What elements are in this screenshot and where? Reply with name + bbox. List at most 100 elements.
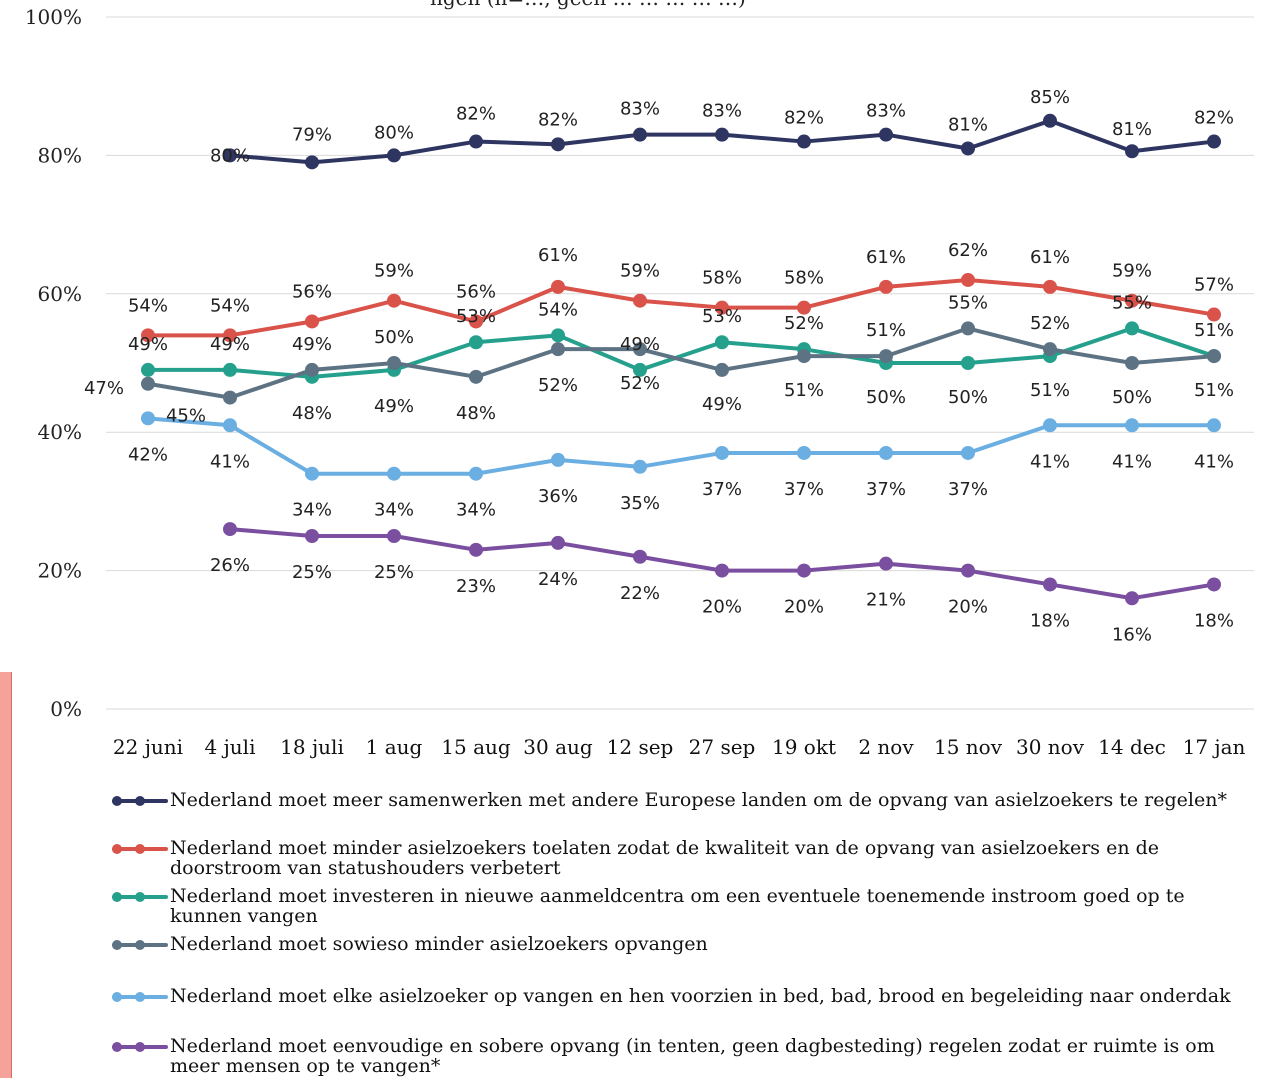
data-label: 82% — [456, 104, 496, 125]
data-label: 80% — [210, 145, 250, 166]
data-label: 48% — [292, 403, 332, 424]
side-accent-bar — [0, 672, 12, 1078]
data-point — [1043, 418, 1057, 433]
data-label: 51% — [866, 320, 906, 341]
data-point — [797, 134, 811, 149]
x-tick-label: 15 aug — [441, 735, 511, 759]
data-point — [715, 127, 729, 142]
data-label: 83% — [702, 101, 742, 122]
series-line — [147, 326, 1215, 400]
series-line — [148, 277, 1215, 338]
data-point — [797, 445, 811, 460]
data-label: 59% — [1112, 261, 1152, 282]
data-label: 52% — [538, 375, 578, 396]
legend-item: Nederland moet meer samenwerken met ande… — [112, 790, 1262, 810]
data-label: 82% — [1194, 108, 1234, 129]
data-label: 42% — [128, 444, 168, 465]
data-point — [1125, 591, 1139, 606]
data-label: 35% — [620, 493, 660, 514]
legend-item: Nederland moet sowieso minder asielzoeke… — [112, 934, 1262, 954]
data-point — [797, 300, 811, 315]
legend-label: Nederland moet meer samenwerken met ande… — [170, 789, 1227, 811]
data-label: 49% — [620, 334, 660, 355]
data-point — [633, 362, 647, 377]
series-4 — [141, 321, 1221, 405]
data-label: 45% — [166, 406, 206, 427]
data-point — [1125, 321, 1139, 336]
data-point — [879, 445, 893, 460]
data-label: 34% — [374, 500, 414, 521]
data-point — [223, 390, 237, 405]
data-point — [223, 328, 237, 343]
data-label: 57% — [1194, 275, 1234, 296]
legend-swatch-icon — [112, 844, 168, 854]
data-point — [469, 314, 483, 329]
data-point — [1125, 356, 1139, 370]
data-point — [223, 418, 237, 433]
data-point — [715, 445, 729, 460]
data-label: 56% — [292, 281, 332, 302]
data-point — [879, 556, 893, 571]
data-point — [1125, 418, 1139, 433]
data-point — [633, 342, 647, 357]
data-label: 34% — [456, 500, 496, 521]
data-label: 16% — [1112, 624, 1152, 645]
data-label: 18% — [1194, 610, 1234, 631]
data-label: 61% — [538, 245, 578, 266]
data-label: 85% — [1030, 87, 1070, 108]
data-point — [879, 349, 893, 364]
x-tick-label: 27 sep — [689, 735, 756, 759]
data-label: 54% — [128, 295, 168, 316]
data-label: 53% — [456, 306, 496, 327]
y-tick-label: 60% — [38, 282, 82, 306]
data-point — [387, 529, 401, 543]
data-label: 20% — [702, 597, 742, 618]
data-label: 51% — [1030, 380, 1070, 401]
data-label: 58% — [784, 268, 824, 289]
data-label: 82% — [538, 109, 578, 130]
data-label: 20% — [948, 597, 988, 618]
x-tick-label: 18 juli — [280, 735, 344, 759]
gridlines — [106, 16, 1254, 710]
legend-label: Nederland moet elke asielzoeker op vange… — [170, 985, 1231, 1007]
x-tick-label: 15 nov — [934, 735, 1003, 759]
data-point — [305, 466, 319, 481]
x-axis: 22 juni 4 juli 18 juli 1 aug 15 aug 30 aug 12 … — [113, 735, 1246, 759]
line-chart: 0% 20% 40% 60% 80% 100% 22 juni 4 juli 18 juli 1… — [25, 5, 1254, 759]
data-label: 21% — [866, 590, 906, 611]
data-label: 41% — [1194, 451, 1234, 472]
x-tick-label: 2 nov — [858, 735, 914, 759]
data-point — [387, 466, 401, 481]
x-tick-label: 30 nov — [1016, 735, 1085, 759]
data-label: 26% — [210, 555, 250, 576]
data-point — [1043, 279, 1057, 294]
data-point — [551, 342, 565, 357]
series-group — [141, 113, 1221, 606]
data-point — [715, 563, 729, 578]
data-point — [469, 134, 483, 149]
data-point — [387, 356, 401, 370]
data-point — [797, 349, 811, 364]
data-point — [387, 148, 401, 163]
data-label: 49% — [210, 334, 250, 355]
legend-swatch-icon — [112, 992, 168, 1002]
x-tick-label: 17 jan — [1183, 735, 1246, 759]
data-point — [961, 563, 975, 578]
x-tick-label: 14 dec — [1098, 735, 1166, 759]
data-label: 58% — [702, 268, 742, 289]
x-tick-label: 19 okt — [772, 735, 836, 759]
series-line — [147, 416, 1214, 476]
data-label: 54% — [210, 295, 250, 316]
data-point — [141, 376, 155, 391]
data-label: 41% — [1030, 451, 1070, 472]
data-point — [1125, 144, 1139, 159]
data-label: 37% — [784, 479, 824, 500]
data-point — [551, 328, 565, 343]
data-point — [633, 459, 647, 474]
data-point — [715, 335, 729, 350]
data-point — [961, 141, 975, 156]
data-point — [469, 542, 483, 557]
legend-label: Nederland moet sowieso minder asielzoeke… — [170, 933, 708, 955]
data-label: 50% — [1112, 387, 1152, 408]
data-label: 37% — [866, 479, 906, 500]
